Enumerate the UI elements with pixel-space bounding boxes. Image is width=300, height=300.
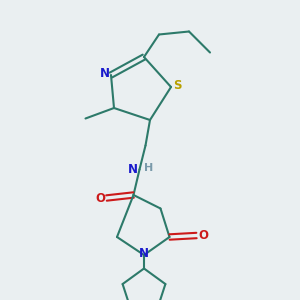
Text: N: N — [100, 67, 110, 80]
Text: S: S — [173, 79, 181, 92]
Text: H: H — [144, 163, 153, 173]
Text: O: O — [198, 229, 208, 242]
Text: O: O — [95, 191, 105, 205]
Text: N: N — [139, 247, 149, 260]
Text: N: N — [128, 163, 138, 176]
